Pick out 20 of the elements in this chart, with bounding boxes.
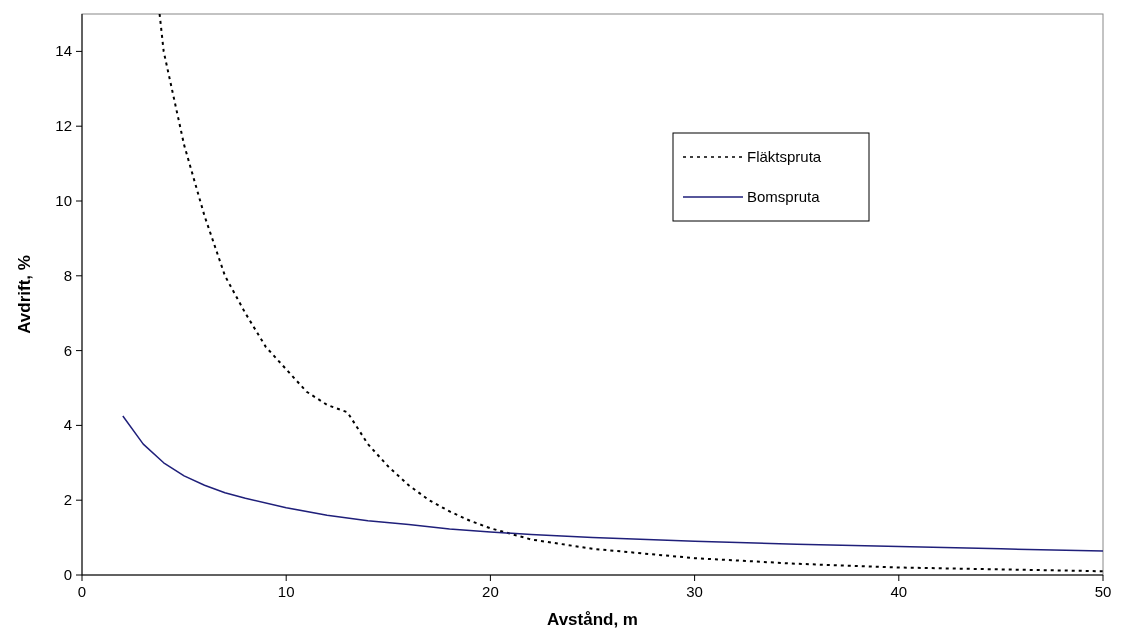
y-tick-label: 4	[63, 416, 72, 434]
line-series	[158, 14, 1103, 573]
y-tick-label: 10	[55, 192, 72, 209]
legend-label: Bomspruta	[747, 188, 821, 205]
x-tick-label: 40	[890, 583, 908, 600]
y-tick-label: 0	[63, 566, 72, 583]
y-axis-title: Avdrift, %	[15, 255, 34, 334]
line-series	[122, 415, 1103, 552]
x-tick-label: 0	[77, 583, 87, 600]
y-tick-label: 2	[63, 491, 72, 509]
x-tick-label: 50	[1094, 583, 1112, 600]
legend-label: Fläktspruta	[747, 148, 822, 165]
x-tick-label: 20	[482, 583, 499, 600]
y-tick-label: 8	[63, 266, 72, 284]
y-tick-label: 6	[63, 341, 72, 359]
x-axis-title: Avstånd, m	[546, 610, 639, 629]
y-tick-label: 12	[55, 117, 72, 135]
y-tick-label: 14	[55, 42, 72, 60]
x-tick-label: 30	[686, 583, 703, 600]
x-tick-label: 10	[277, 583, 295, 600]
